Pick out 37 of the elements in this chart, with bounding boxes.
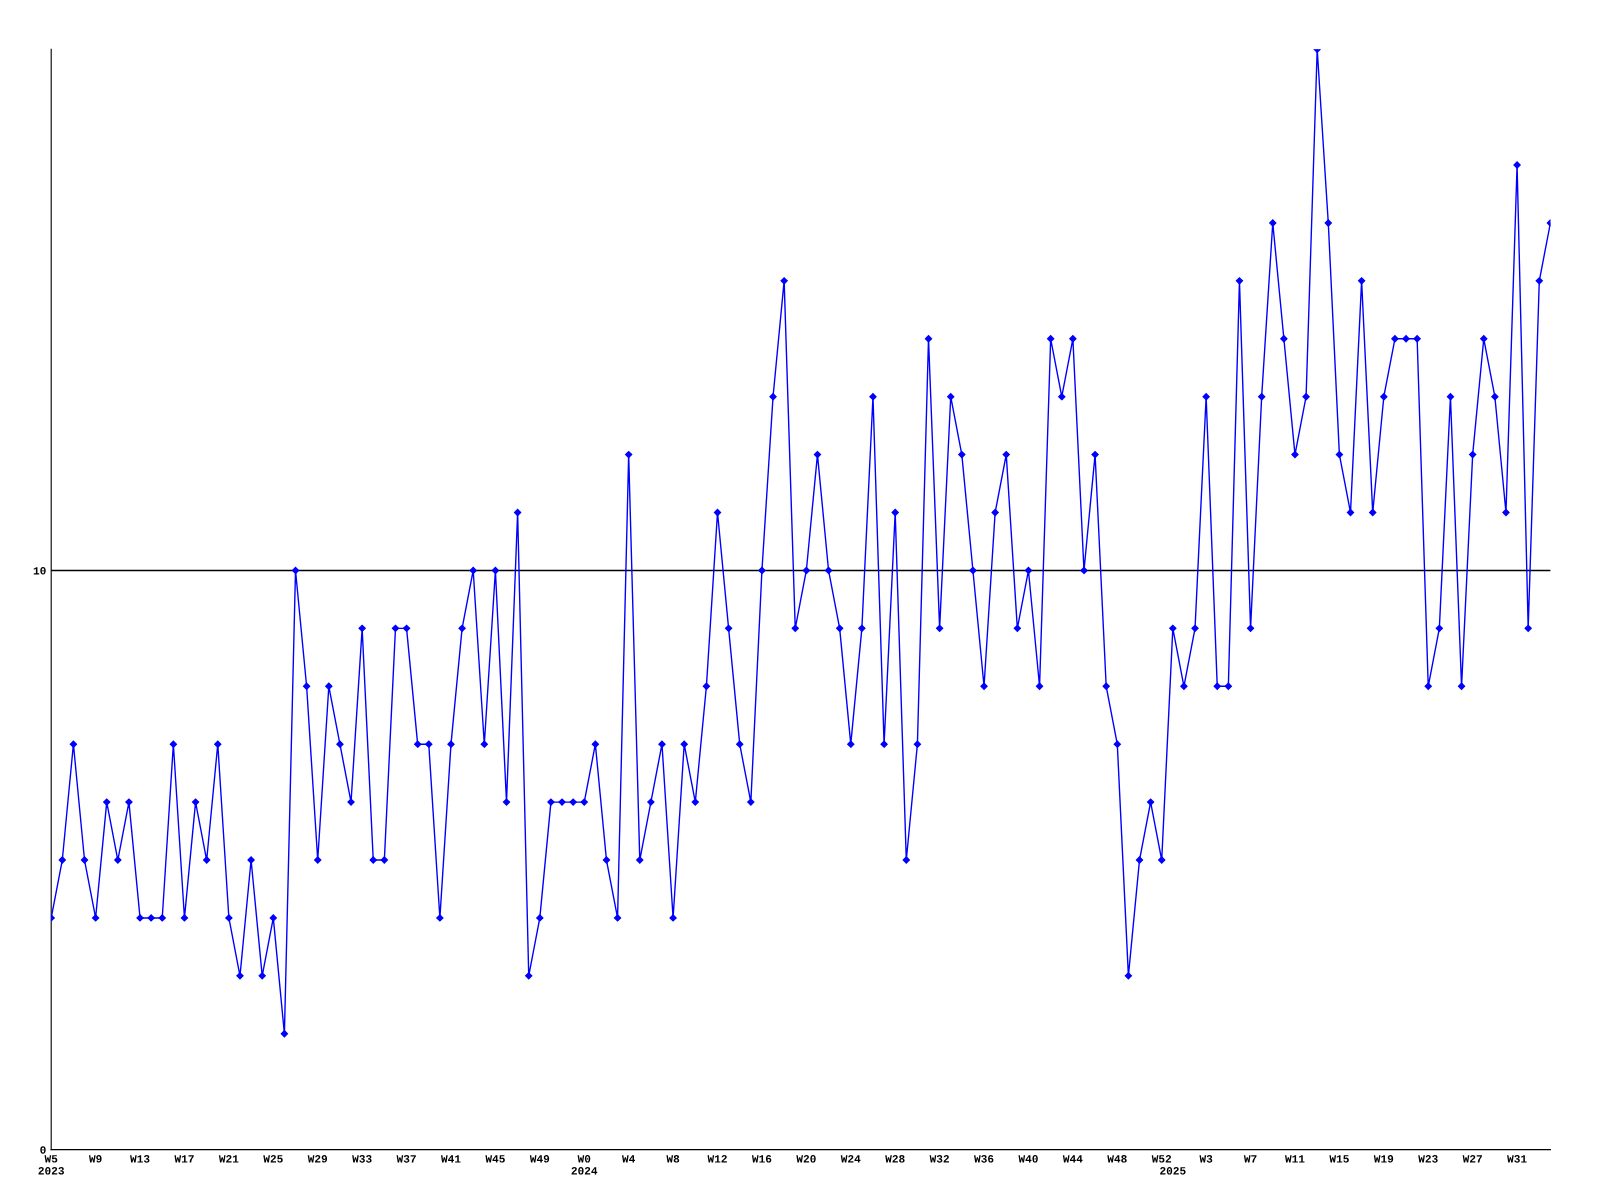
x-tick-label: W0 2024 <box>571 1155 598 1175</box>
y-tick-label: 0 <box>40 1146 46 1154</box>
x-tick-label: W27 <box>1462 1155 1482 1163</box>
x-tick-label: W19 <box>1373 1155 1394 1163</box>
x-tick-label: W23 <box>1418 1155 1438 1163</box>
x-tick-label: W32 <box>929 1155 949 1163</box>
x-tick-label: W33 <box>352 1155 372 1163</box>
x-tick-label: W7 <box>1243 1155 1257 1163</box>
x-tick-label: W44 <box>1062 1155 1083 1163</box>
x-tick-label: W21 <box>218 1155 239 1163</box>
x-tick-label: W12 <box>707 1155 727 1163</box>
x-tick-label: W25 <box>263 1155 283 1163</box>
x-tick-label: W15 <box>1329 1155 1349 1163</box>
x-tick-label: W48 <box>1107 1155 1127 1163</box>
x-tick-label: W37 <box>396 1155 416 1163</box>
x-tick-label: W36 <box>974 1155 994 1163</box>
x-tick-label: W49 <box>529 1155 550 1163</box>
x-tick-label: W16 <box>751 1155 772 1163</box>
x-tick-label: W41 <box>440 1155 461 1163</box>
x-tick-label: W24 <box>840 1155 861 1163</box>
x-tick-label: W3 <box>1199 1155 1213 1163</box>
x-tick-label: W11 <box>1284 1155 1305 1163</box>
x-tick-label: W17 <box>174 1155 194 1163</box>
x-tick-label: W5 2023 <box>38 1155 64 1175</box>
x-tick-label: W28 <box>885 1155 905 1163</box>
y-tick-label: 10 <box>33 567 46 575</box>
x-tick-label: W29 <box>307 1155 328 1163</box>
x-tick-label: W13 <box>130 1155 150 1163</box>
x-tick-label: W20 <box>796 1155 816 1163</box>
x-tick-label: W45 <box>485 1155 505 1163</box>
x-tick-label: W4 <box>622 1155 636 1163</box>
x-tick-label: W9 <box>88 1155 102 1163</box>
x-tick-label: W31 <box>1507 1155 1527 1163</box>
x-tick-label: W52 <box>1151 1155 1172 1163</box>
x-tick-label: W8 <box>666 1155 680 1163</box>
x-tick-label: W40 <box>1018 1155 1038 1163</box>
x-tick-label: 2025 <box>1160 1167 1186 1175</box>
